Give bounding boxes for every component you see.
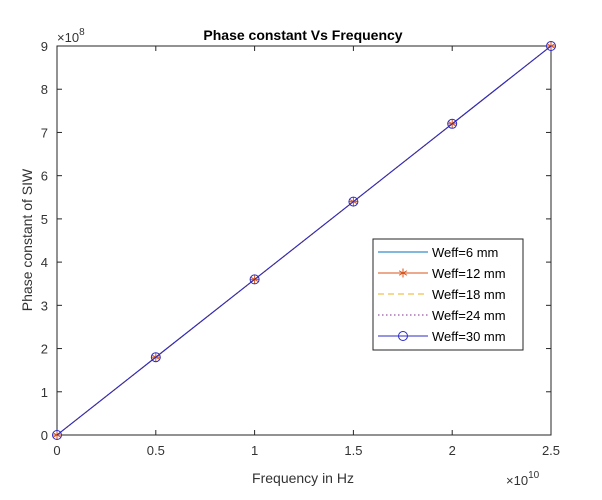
x-exponent-base: ×10: [506, 473, 528, 488]
y-tick-label: 1: [41, 385, 48, 400]
y-tick-label: 4: [41, 255, 48, 270]
data-point-marker: [150, 352, 161, 363]
y-tick-label: 8: [41, 82, 48, 97]
legend-entry: Weff=24 mm: [378, 308, 506, 323]
y-tick-label: 2: [41, 342, 48, 357]
x-tick-label: 0.5: [147, 443, 165, 458]
x-tick-label: 2: [449, 443, 456, 458]
svg-text:×108: ×108: [57, 27, 85, 45]
legend-label: Weff=6 mm: [432, 245, 498, 260]
x-axis: 0 0.5 1 1.5 2 2.5: [53, 46, 560, 458]
legend-entry: Weff=12 mm: [378, 266, 506, 281]
data-point-marker: [546, 41, 556, 51]
data-point-marker: [249, 274, 260, 285]
legend-label: Weff=18 mm: [432, 287, 506, 302]
x-exponent: ×1010: [506, 470, 540, 488]
y-exponent-base: ×10: [57, 30, 79, 45]
series-group: [52, 41, 556, 440]
legend-label: Weff=12 mm: [432, 266, 506, 281]
x-tick-label: 1: [251, 443, 258, 458]
legend: Weff=6 mm Weff=12 mm Weff=18 mm Weff=24 mm W…: [372, 238, 524, 351]
legend-marker: [398, 331, 408, 341]
legend-entry: Weff=18 mm: [378, 287, 506, 302]
legend-label: Weff=30 mm: [432, 329, 506, 344]
data-point-marker: [348, 196, 359, 207]
x-axis-label: Frequency in Hz: [252, 470, 354, 486]
chart-title: Phase constant Vs Frequency: [203, 27, 402, 43]
legend-entry: Weff=6 mm: [378, 245, 498, 260]
series-line: [56, 45, 552, 436]
y-axis-label: Phase constant of SIW: [19, 168, 35, 311]
data-point-marker: [52, 430, 62, 440]
y-tick-label: 9: [41, 39, 48, 54]
x-tick-label: 0: [53, 443, 60, 458]
y-exponent: ×108: [57, 27, 85, 45]
data-point-marker: [447, 118, 458, 129]
svg-text:×1010: ×1010: [506, 470, 540, 488]
x-tick-label: 2.5: [542, 443, 560, 458]
x-exponent-power: 10: [528, 470, 540, 481]
y-exponent-power: 8: [79, 27, 85, 38]
y-tick-label: 6: [41, 169, 48, 184]
legend-marker: [398, 268, 408, 278]
series-5: [52, 41, 556, 440]
y-tick-label: 3: [41, 298, 48, 313]
legend-entry: Weff=30 mm: [378, 329, 506, 344]
plot-area: 0 0.5 1 1.5 2 2.5 0 1 2 3 4 5 6 7 8 9: [41, 39, 560, 458]
legend-label: Weff=24 mm: [432, 308, 506, 323]
axes-box: [56, 45, 552, 436]
y-tick-label: 5: [41, 212, 48, 227]
y-tick-label: 0: [41, 428, 48, 443]
y-tick-label: 7: [41, 125, 48, 140]
x-tick-label: 1.5: [344, 443, 362, 458]
